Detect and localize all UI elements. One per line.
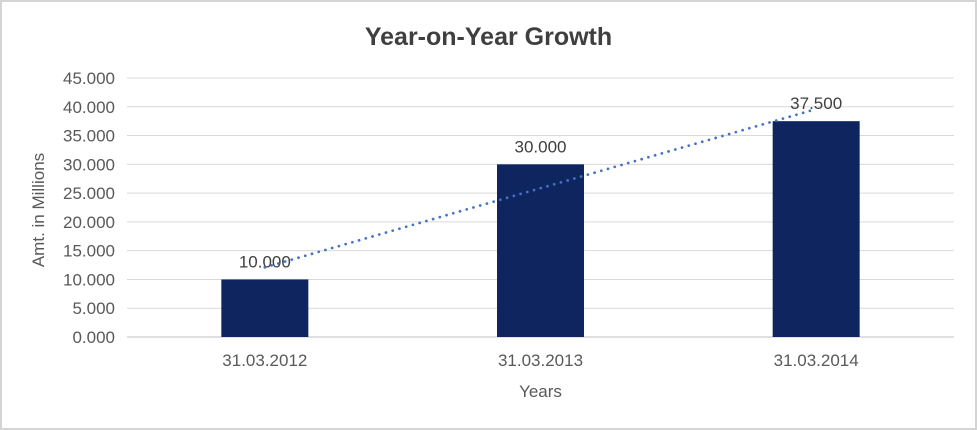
- y-tick-label: 15.000: [63, 242, 115, 261]
- x-category-label: 31.03.2012: [222, 351, 307, 370]
- trendline: [263, 107, 818, 269]
- bar-31.03.2014: [772, 121, 860, 338]
- x-category-label: 31.03.2013: [498, 351, 583, 370]
- bar-31.03.2013: [497, 164, 584, 337]
- y-tick-label: 35.000: [63, 127, 115, 146]
- y-tick-label: 45.000: [63, 69, 115, 88]
- y-tick-label: 0.000: [72, 328, 115, 347]
- y-tick-label: 30.000: [63, 155, 115, 174]
- y-tick-label: 10.000: [63, 270, 115, 289]
- bar-data-label: 37.500: [790, 94, 842, 113]
- bar-data-label: 10.000: [239, 252, 291, 271]
- y-tick-label: 25.000: [63, 184, 115, 203]
- y-tick-label: 5.000: [72, 299, 115, 318]
- y-tick-label: 20.000: [63, 213, 115, 232]
- chart-title: Year-on-Year Growth: [364, 23, 613, 51]
- bar-data-label: 30.000: [515, 137, 567, 156]
- bar-31.03.2012: [221, 279, 309, 337]
- y-tick-label: 40.000: [63, 98, 115, 117]
- x-axis-title: Years: [519, 382, 562, 401]
- x-category-label: 31.03.2014: [774, 351, 859, 370]
